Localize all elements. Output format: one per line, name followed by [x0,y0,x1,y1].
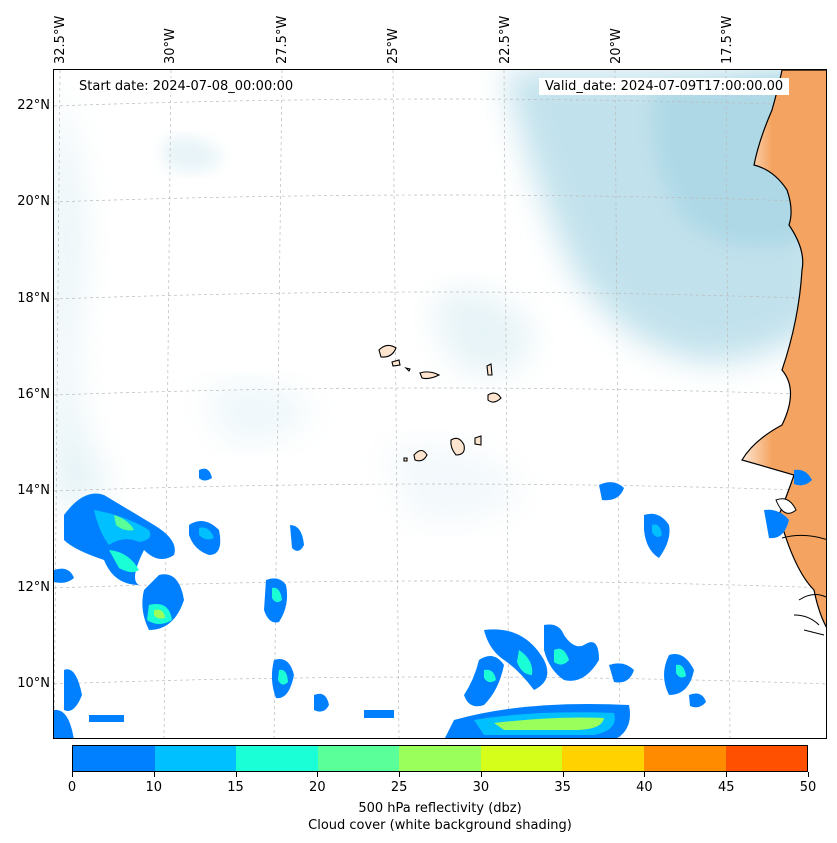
colorbar-tick-mark [72,772,73,777]
colorbar-tick-label: 0 [67,780,77,795]
colorbar-tick-mark [317,772,319,777]
gridlines [54,70,826,738]
colorbar-tick-label: 35 [554,780,571,795]
lon-label-30w: 30°W [163,28,178,64]
lon-label-32-5w: 32.5°W [53,15,68,64]
colorbar-tick-label: 15 [227,780,244,795]
colorbar-segment-1 [154,746,237,771]
start-date-label: Start date: 2024-07-08_00:00:00 [73,78,300,95]
map-panel [53,69,827,739]
lat-label-22n: 22°N [17,98,50,113]
colorbar-tick-label: 50 [799,780,817,795]
colorbar-tick-label: 40 [636,780,653,795]
colorbar-tick-mark [808,772,809,777]
colorbar-segment-2 [236,746,318,771]
lat-label-12n: 12°N [17,580,50,595]
lat-label-14n: 14°N [17,483,50,498]
colorbar-segment-0 [73,746,155,771]
colorbar-tick-label: 20 [309,780,326,795]
colorbar-tick-mark [399,772,401,777]
lon-label-17-5w: 17.5°W [720,15,735,64]
colorbar-segment-6 [562,746,644,771]
lon-label-20w: 20°W [609,28,624,64]
colorbar-tick-label: 25 [390,780,408,795]
colorbar-tick-mark [726,772,728,777]
colorbar-label-cloud-cover: Cloud cover (white background shading) [308,818,572,833]
lat-label-20n: 20°N [17,194,50,209]
colorbar-tick-mark [644,772,646,777]
lon-label-22-5w: 22.5°W [498,15,513,64]
africa-west-coast [741,70,826,628]
colorbar-segment-7 [643,746,726,771]
colorbar-segment-3 [317,746,400,771]
reflectivity-contours [54,468,812,738]
colorbar-segment-8 [725,746,808,771]
lat-label-10n: 10°N [17,676,50,691]
colorbar-tick-mark [153,772,155,777]
lat-label-18n: 18°N [17,291,50,306]
colorbar-segment-5 [480,746,563,771]
valid-date-label: Valid_date: 2024-07-09T17:00:00.00 [539,78,790,95]
colorbar-label-reflectivity: 500 hPa reflectivity (dbz) [358,801,522,816]
cape-verde-islands [378,344,502,462]
lat-label-16n: 16°N [17,387,50,402]
map-canvas [54,70,826,738]
lon-label-27-5w: 27.5°W [275,15,290,64]
coastline-inlet [775,498,797,514]
colorbar-tick-mark [235,772,237,777]
colorbar-tick-label: 45 [717,780,735,795]
colorbar-segment-4 [399,746,481,771]
colorbar-tick-mark [562,772,564,777]
colorbar-tick-label: 30 [472,780,490,795]
colorbar-tick-mark [480,772,482,777]
colorbar [72,745,808,772]
coastline-gambia [781,534,826,540]
colorbar-tick-label: 10 [145,780,163,795]
coastline-bissau [793,594,826,636]
lon-label-25w: 25°W [386,28,401,64]
